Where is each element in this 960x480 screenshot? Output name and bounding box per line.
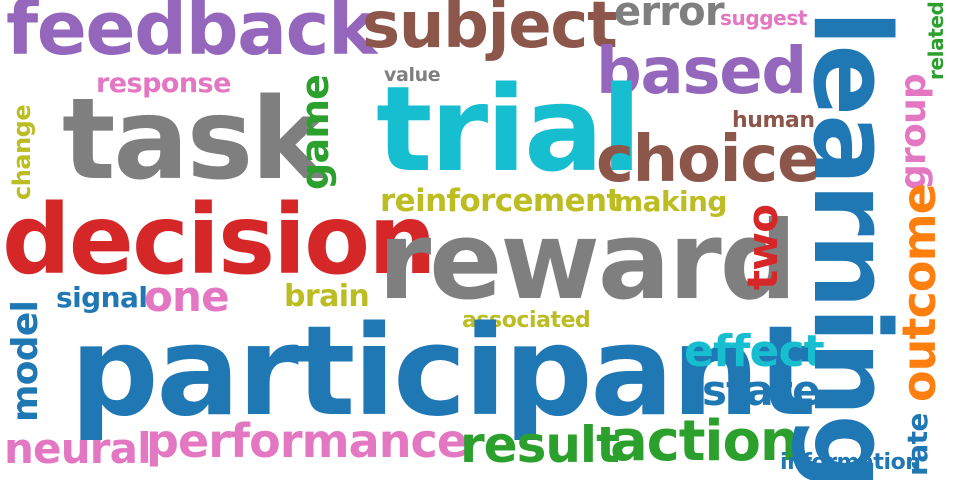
word-related: related [924, 1, 948, 80]
word-suggest: suggest [720, 6, 808, 30]
word-model: model [5, 300, 46, 422]
word-error: error [614, 0, 725, 35]
word-associated: associated [462, 308, 591, 333]
word-information: information [780, 450, 921, 475]
word-state: state [702, 366, 821, 415]
word-decision: decision [2, 184, 437, 296]
word-performance: performance [146, 414, 468, 468]
word-value: value [384, 64, 441, 86]
word-making: making [614, 185, 727, 218]
word-task: task [62, 75, 326, 205]
word-neural: neural [4, 424, 152, 473]
word-reinforcement: reinforcement [380, 183, 621, 219]
word-action: action [610, 409, 800, 474]
word-trial: trial [376, 60, 642, 198]
word-reward: reward [378, 199, 797, 324]
word-response: response [96, 68, 231, 99]
word-two: two [738, 204, 787, 290]
word-subject: subject [362, 0, 618, 63]
word-choice: choice [596, 123, 820, 197]
word-feedback: feedback [6, 0, 377, 72]
word-game: game [293, 74, 337, 190]
word-based: based [596, 35, 807, 109]
word-result: result [460, 416, 620, 474]
word-change: change [8, 104, 36, 200]
word-participant: participant [70, 300, 817, 444]
word-brain: brain [284, 279, 370, 314]
word-human: human [732, 108, 815, 133]
word-one: one [144, 272, 230, 321]
word-learning: learning [790, 10, 913, 480]
word-effect: effect [684, 326, 825, 377]
word-signal: signal [56, 281, 148, 314]
